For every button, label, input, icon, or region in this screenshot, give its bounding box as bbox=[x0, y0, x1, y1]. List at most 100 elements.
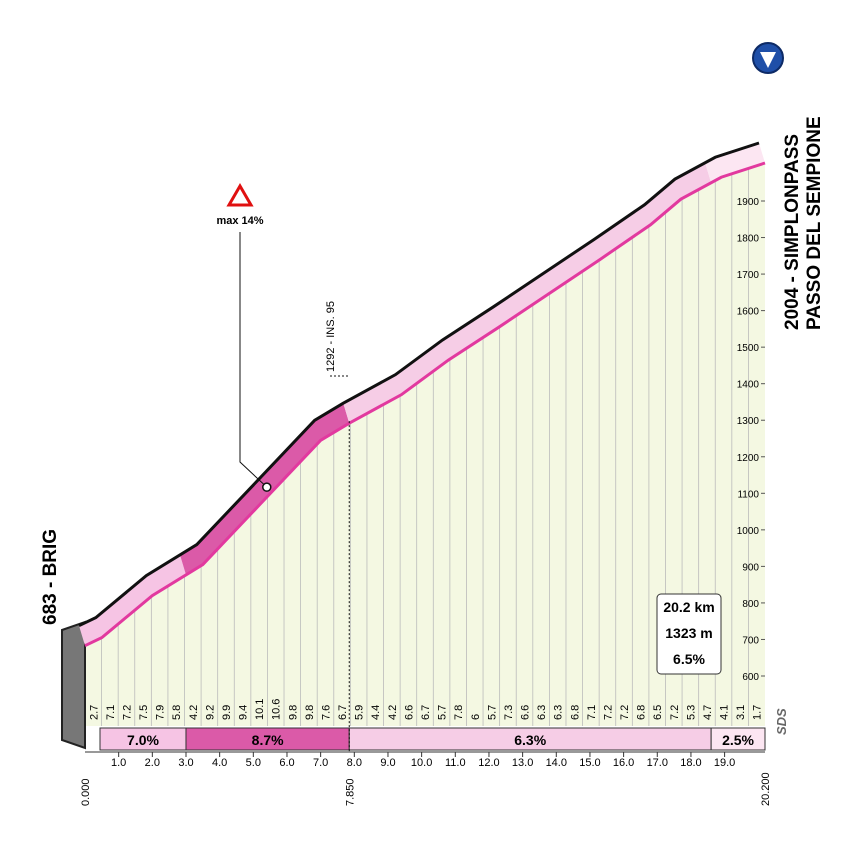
gradient-label: 6.7 bbox=[420, 705, 432, 720]
y-tick-label: 1100 bbox=[737, 489, 759, 500]
segment-bar bbox=[710, 727, 766, 751]
gradient-label: 9.4 bbox=[238, 705, 250, 720]
gradient-label: 6.6 bbox=[520, 705, 532, 720]
gradient-label: 10.6 bbox=[271, 699, 283, 720]
x-tick-label: 13.0 bbox=[512, 757, 533, 769]
gradient-label: 7.3 bbox=[503, 705, 515, 720]
gradient-label: 5.7 bbox=[437, 705, 449, 720]
waypoint-label: 1292 - INS. 95 bbox=[325, 301, 337, 372]
x-tick-label: 8.0 bbox=[347, 757, 362, 769]
y-tick-label: 1800 bbox=[737, 234, 760, 245]
gradient-label: 7.1 bbox=[586, 705, 598, 720]
profile-band bbox=[343, 162, 712, 424]
gradient-label: 5.9 bbox=[354, 705, 366, 720]
profile-line bbox=[84, 161, 766, 648]
km-mark-label: 20.200 bbox=[760, 772, 772, 806]
y-tick-label: 1300 bbox=[737, 416, 760, 427]
y-tick-label: 1900 bbox=[737, 197, 760, 208]
x-tick-label: 15.0 bbox=[579, 757, 600, 769]
gradient-label: 6.7 bbox=[337, 705, 349, 720]
gradient-label: 6.8 bbox=[636, 705, 648, 720]
y-tick-label: 800 bbox=[742, 599, 759, 610]
gradient-label: 4.1 bbox=[719, 705, 731, 720]
profile-area bbox=[85, 163, 765, 726]
gradient-label: 7.2 bbox=[602, 705, 614, 720]
max-gradient-icon bbox=[226, 183, 254, 207]
gradient-label: 5.8 bbox=[171, 705, 183, 720]
gradient-label: 7.1 bbox=[105, 705, 117, 720]
y-tick-label: 1200 bbox=[737, 453, 760, 464]
x-tick-label: 6.0 bbox=[279, 757, 294, 769]
y-tick-label: 1400 bbox=[737, 380, 760, 391]
x-tick-label: 5.0 bbox=[246, 757, 261, 769]
y-tick-label: 1600 bbox=[737, 307, 760, 318]
gradient-label: 4.7 bbox=[702, 705, 714, 720]
logo: SDS bbox=[774, 708, 789, 735]
x-tick-label: 3.0 bbox=[178, 757, 193, 769]
x-tick-label: 7.0 bbox=[313, 757, 328, 769]
gradient-label: 5.3 bbox=[685, 705, 697, 720]
segment-label: 7.0% bbox=[127, 732, 159, 748]
x-tick-label: 12.0 bbox=[478, 757, 499, 769]
gradient-label: 10.1 bbox=[254, 699, 266, 720]
y-tick-label: 1000 bbox=[737, 526, 760, 537]
start-label: 683 - BRIG bbox=[40, 529, 61, 625]
finish-label: PASSO DEL SEMPIONE bbox=[804, 116, 825, 330]
y-tick-label: 600 bbox=[742, 672, 759, 683]
max-gradient-label: max 14% bbox=[216, 215, 263, 227]
y-tick-label: 900 bbox=[742, 562, 759, 573]
x-tick-label: 19.0 bbox=[714, 757, 735, 769]
x-tick-label: 16.0 bbox=[613, 757, 634, 769]
gradient-label: 7.6 bbox=[320, 705, 332, 720]
gradient-label: 6.3 bbox=[553, 705, 565, 720]
gradient-label: 1.7 bbox=[752, 705, 764, 720]
gradient-label: 7.2 bbox=[669, 705, 681, 720]
gradient-label: 6.6 bbox=[403, 705, 415, 720]
finish-label: 2004 - SIMPLONPASS bbox=[782, 134, 803, 330]
start-wall bbox=[61, 620, 86, 750]
x-tick-label: 9.0 bbox=[380, 757, 395, 769]
y-tick-label: 700 bbox=[742, 635, 759, 646]
gradient-label: 2.7 bbox=[88, 705, 100, 720]
segment-label: 2.5% bbox=[722, 732, 754, 748]
gradient-label: 9.9 bbox=[221, 705, 233, 720]
y-tick-label: 1700 bbox=[737, 270, 760, 281]
x-tick-label: 14.0 bbox=[546, 757, 567, 769]
summary-box bbox=[656, 593, 722, 675]
max-gradient-leader bbox=[239, 232, 268, 488]
gradient-label: 6.5 bbox=[652, 705, 664, 720]
gradient-label: 6.8 bbox=[569, 705, 581, 720]
gradient-label: 4.2 bbox=[188, 705, 200, 720]
gradient-label: 9.8 bbox=[287, 705, 299, 720]
x-tick-label: 11.0 bbox=[445, 757, 466, 769]
km-mark-label: 0.000 bbox=[80, 778, 92, 806]
x-tick-label: 2.0 bbox=[145, 757, 160, 769]
x-tick-label: 18.0 bbox=[680, 757, 701, 769]
gradient-label: 7.2 bbox=[121, 705, 133, 720]
segment-label: 6.3% bbox=[514, 732, 546, 748]
profile-top-edge bbox=[78, 141, 760, 628]
max-gradient-point bbox=[262, 482, 272, 492]
x-tick-label: 10.0 bbox=[411, 757, 432, 769]
gradient-label: 3.1 bbox=[735, 705, 747, 720]
km-mark-label: 7.850 bbox=[344, 778, 356, 806]
gradient-label: 6 bbox=[470, 714, 482, 720]
gradient-label: 9.8 bbox=[304, 705, 316, 720]
profile-band bbox=[705, 143, 765, 183]
x-tick-label: 1.0 bbox=[111, 757, 126, 769]
x-tick-label: 4.0 bbox=[212, 757, 227, 769]
gradient-label: 4.4 bbox=[370, 705, 382, 720]
gradient-label: 7.8 bbox=[453, 705, 465, 720]
y-tick-label: 1500 bbox=[737, 343, 760, 354]
profile-band bbox=[79, 554, 186, 646]
segment-label: 8.7% bbox=[252, 732, 284, 748]
summary-gain: 1323 m bbox=[665, 625, 712, 641]
category-icon bbox=[760, 52, 776, 68]
gradient-label: 6.3 bbox=[536, 705, 548, 720]
summary-average: 6.5% bbox=[673, 651, 705, 667]
gradient-label: 7.2 bbox=[619, 705, 631, 720]
summary-distance: 20.2 km bbox=[663, 599, 714, 615]
gradient-label: 7.5 bbox=[138, 705, 150, 720]
x-tick-label: 17.0 bbox=[647, 757, 668, 769]
